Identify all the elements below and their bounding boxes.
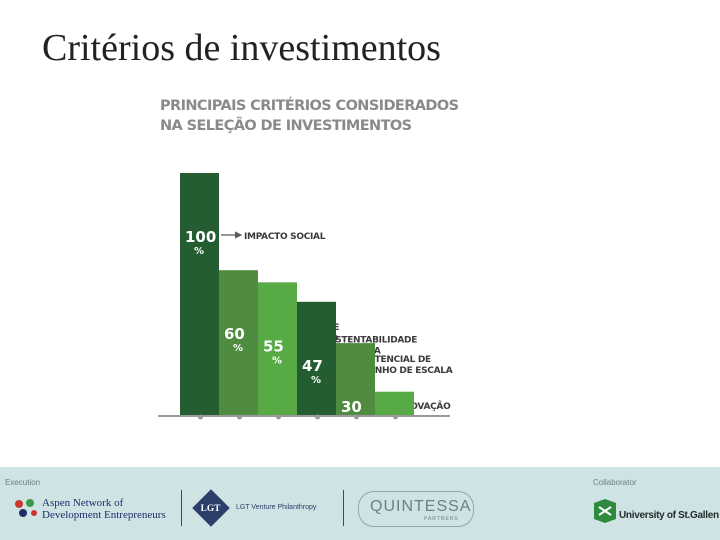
- bar-value-1: 100: [185, 228, 216, 246]
- bar-unit-5: %: [350, 416, 360, 427]
- bar-3: [258, 282, 297, 416]
- hsg-logo-icon: [594, 499, 616, 523]
- lgt-logo-text: LGT Venture Philanthropy: [236, 504, 317, 511]
- bar-label-3-line-1: SUSTENTABILIDADE: [322, 335, 417, 345]
- bar-unit-2: %: [233, 343, 243, 354]
- slide-title: Critérios de investimentos: [42, 27, 441, 69]
- chart-heading: PRINCIPAIS CRITÉRIOS CONSIDERADOS NA SEL…: [160, 96, 460, 136]
- bar-label-5-line-1: INOVAÇÃO: [400, 401, 451, 412]
- bar-value-3: 55: [263, 337, 284, 355]
- bar-label-1-line-1: IMPACTO SOCIAL: [244, 232, 326, 242]
- collaborator-label: Collaborator: [593, 478, 637, 487]
- bar-5: [336, 343, 375, 416]
- execution-label: Execution: [5, 478, 41, 487]
- aspen-logo-line-1: Aspen Network of: [42, 497, 124, 509]
- chart-heading-line-2: NA SELEÇÃO DE INVESTIMENTOS: [160, 118, 412, 134]
- aspen-logo-icon: [15, 499, 37, 517]
- bar-2: [219, 270, 258, 416]
- bar-value-2: 60: [224, 325, 245, 343]
- bar-value-5: 30: [341, 398, 362, 416]
- quintessa-logo-name: QUINTESSA: [370, 498, 472, 515]
- quintessa-logo-frame: [358, 491, 474, 527]
- bar-4: [297, 301, 336, 416]
- hsg-logo-text: University of St.Gallen: [619, 510, 719, 521]
- bar-unit-3: %: [272, 355, 282, 366]
- bar-unit-1: %: [194, 246, 204, 257]
- bar-value-4: 47: [302, 357, 323, 375]
- chart-heading-line-1: PRINCIPAIS CRITÉRIOS CONSIDERADOS: [160, 98, 459, 114]
- bar-1: [180, 173, 219, 416]
- bar-unit-4: %: [311, 375, 321, 386]
- bar-label-4-line-1: POTENCIAL DE: [361, 355, 431, 365]
- footer-divider-2: [343, 490, 344, 526]
- bar-6: [375, 391, 414, 416]
- footer-divider-1: [181, 490, 182, 526]
- quintessa-logo-sub: PARTNERS: [424, 516, 459, 522]
- bar-label-4-line-2: GANHO DE ESCALA: [361, 366, 453, 376]
- aspen-logo-line-2: Development Entrepreneurs: [42, 509, 166, 521]
